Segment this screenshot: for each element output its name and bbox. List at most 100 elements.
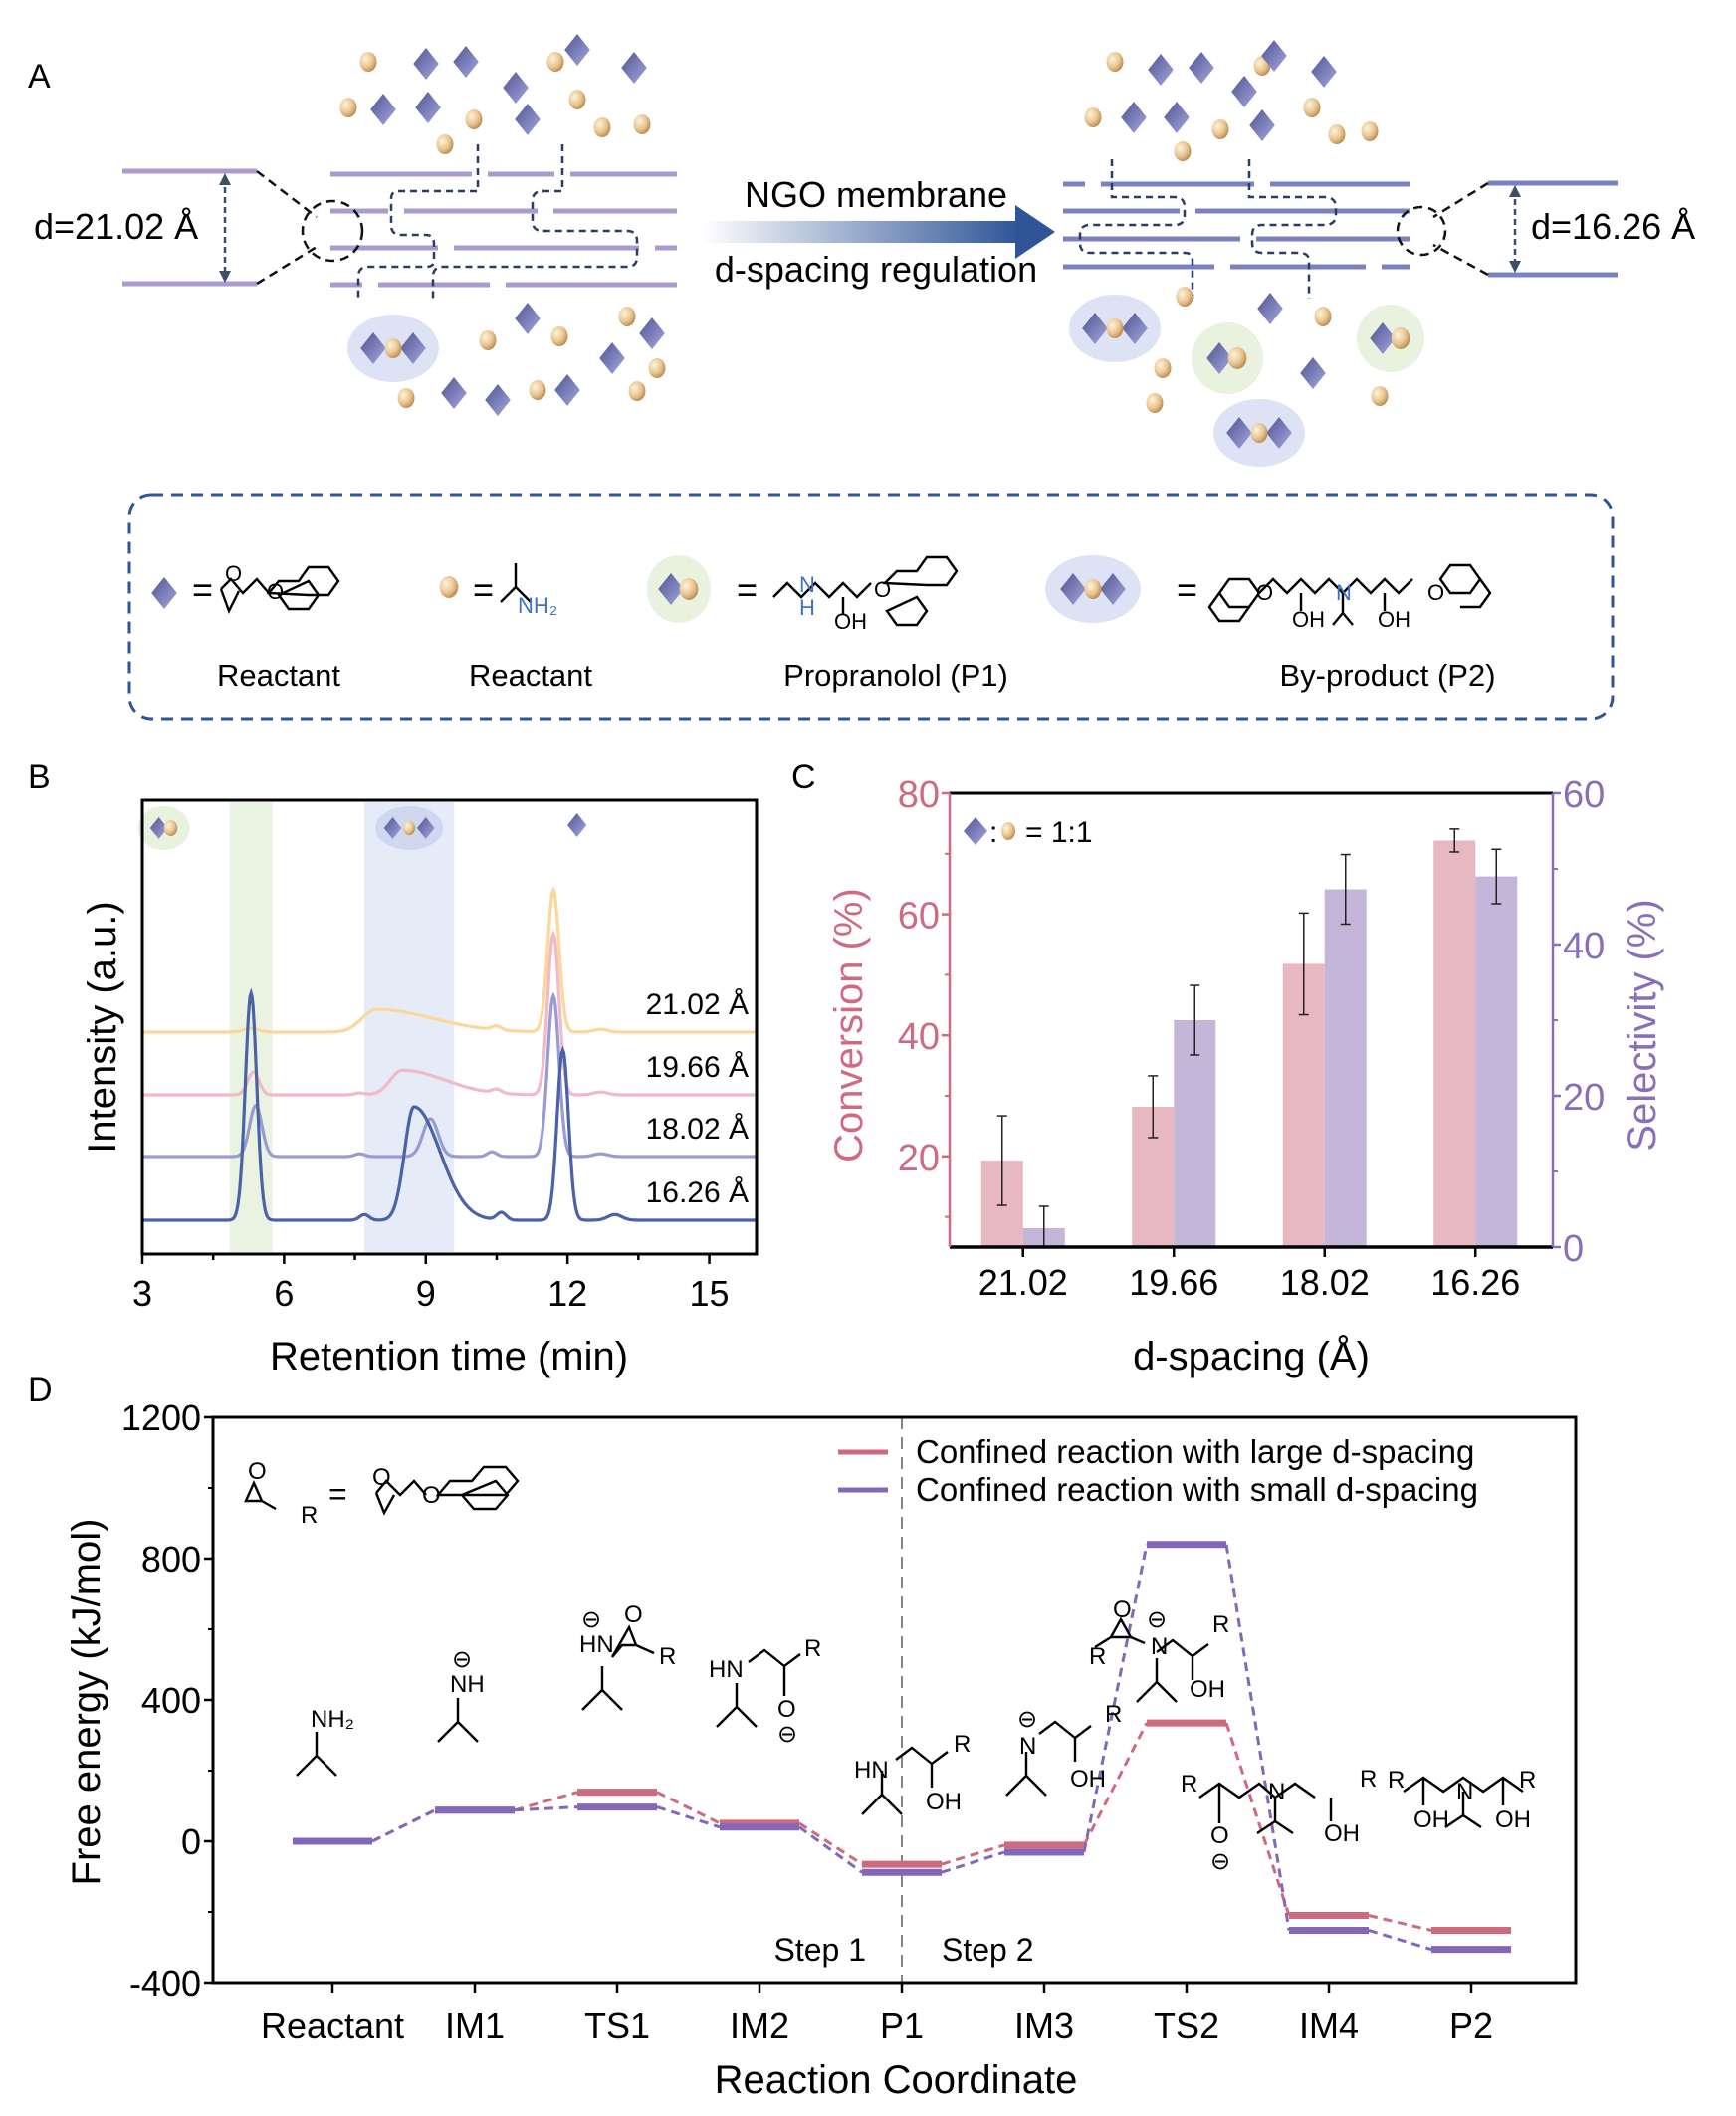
x-tick-label-d: TS2 <box>1154 2006 1219 2046</box>
skeletal-bond <box>861 1746 949 1815</box>
diamond-molecule-icon <box>1257 293 1283 324</box>
y-tick-label-selectivity: 40 <box>1563 926 1605 967</box>
atom-label: R <box>1181 1771 1197 1798</box>
sphere-molecule-icon <box>436 134 454 154</box>
trace-label: 16.26 Å <box>646 1176 749 1209</box>
svg-text:O: O <box>874 577 891 602</box>
skeletal-bond <box>1403 1776 1524 1828</box>
legend-equals-signs: = = = = <box>192 569 1197 610</box>
molecule-particles <box>339 34 1424 467</box>
membrane-large-spacing <box>330 144 677 299</box>
x-tick-label-d: P2 <box>1449 2006 1493 2046</box>
x-axis-ticks-b: 3 6 9 12 15 <box>132 1254 730 1314</box>
plot-frame-b <box>140 798 759 1256</box>
diamond-molecule-icon <box>1370 322 1396 354</box>
diamond-molecule-icon <box>1226 417 1252 449</box>
diamond-molecule-icon <box>441 377 467 409</box>
atom-label: N <box>1268 1779 1285 1805</box>
x-tick-label-d: P1 <box>880 2006 924 2046</box>
y-tick-label-conversion: 20 <box>898 1138 940 1179</box>
atom-label: HN <box>579 1631 614 1658</box>
sphere-molecule-icon <box>1176 287 1194 307</box>
sphere-molecule-icon <box>1371 386 1389 406</box>
atom-label: ⊖ <box>777 1721 797 1748</box>
atom-label: O <box>1113 1596 1132 1623</box>
p2-marker-sphere-icon <box>403 821 416 835</box>
energy-connectors <box>371 1544 1432 1952</box>
membrane-small-spacing <box>1063 159 1410 299</box>
atom-label: NH <box>450 1671 485 1698</box>
x-tick-label-c: 16.26 <box>1430 1262 1520 1303</box>
sphere-molecule-icon <box>465 109 483 129</box>
x-axis-title-d: Reaction Coordinate <box>715 2058 1078 2102</box>
svg-text:=: = <box>1177 569 1197 610</box>
svg-text:O: O <box>422 1482 441 1509</box>
chromatogram-trace-1626 <box>142 987 757 1222</box>
diamond-molecule-icon <box>1122 313 1148 344</box>
sphere-molecule-icon <box>550 326 568 346</box>
x-tick-label-b: 12 <box>547 1273 587 1314</box>
y-tick-label-d: 0 <box>181 1821 201 1862</box>
panel-d-energy-profile: D -400 0 400 800 1200 Reactant IM1 TS1 IM2 P1 IM3 T… <box>28 1372 1578 2102</box>
legend-symbols <box>151 555 1141 623</box>
skeletal-bond <box>1198 1782 1333 1834</box>
trace-label: 18.02 Å <box>646 1113 749 1146</box>
legend-structures <box>219 555 1492 627</box>
atom-label: R <box>804 1635 821 1662</box>
sphere-molecule-icon <box>633 114 651 134</box>
atom-label: O <box>1210 1822 1229 1849</box>
diamond-molecule-icon <box>415 92 441 123</box>
legend-label-reactant-1: Reactant <box>217 658 340 693</box>
step-2-label: Step 2 <box>942 1932 1034 1968</box>
atom-label: ⊖ <box>1147 1606 1167 1633</box>
energy-connector <box>371 1808 436 1843</box>
y-tick-label-selectivity: 60 <box>1563 774 1605 816</box>
svg-text:=: = <box>328 1476 347 1512</box>
svg-text:OH: OH <box>834 609 867 634</box>
y-axis-title-b: Intensity (a.u.) <box>81 901 124 1153</box>
svg-text:O: O <box>267 579 284 604</box>
atom-label: O <box>777 1696 796 1723</box>
diamond-molecule-icon <box>1266 417 1292 449</box>
legend-labels: Reactant Reactant Propranolol (P1) By-pr… <box>217 658 1496 693</box>
svg-text:O: O <box>372 1464 391 1491</box>
diamond-molecule-icon <box>1300 357 1326 389</box>
x-axis-title-c: d-spacing (Å) <box>1133 1334 1370 1378</box>
diamond-molecule-icon <box>621 52 647 84</box>
energy-connector <box>514 1805 578 1812</box>
legend-p1-diamond-icon <box>658 573 684 605</box>
sphere-molecule-icon <box>359 52 377 72</box>
y-axis-title-d: Free energy (kJ/mol) <box>65 1519 108 1886</box>
chromatogram-traces <box>142 886 757 1222</box>
energy-connector <box>1224 1544 1291 1931</box>
p1-marker-sphere-icon <box>163 820 178 836</box>
atom-label: R <box>954 1731 971 1758</box>
atom-label: N <box>1151 1633 1168 1660</box>
atom-label: HN <box>854 1757 889 1784</box>
legend-label-d: Confined reaction with small d-spacing <box>916 1471 1478 1508</box>
step-1-label: Step 1 <box>773 1932 866 1968</box>
energy-connector <box>798 1825 863 1874</box>
atom-label: OH <box>1413 1806 1449 1833</box>
atom-label: R <box>1388 1767 1405 1794</box>
x-axis-title-b: Retention time (min) <box>270 1335 628 1378</box>
energy-connector <box>514 1791 578 1812</box>
trace-label: 21.02 Å <box>646 988 749 1021</box>
legend-label-reactant-2: Reactant <box>469 658 592 693</box>
svg-text:=: = <box>192 569 213 610</box>
x-tick-label-b: 15 <box>690 1273 730 1314</box>
sphere-molecule-icon <box>1106 52 1124 72</box>
right-d-spacing-label: d=16.26 Å <box>1531 206 1695 247</box>
sphere-molecule-icon <box>1227 347 1247 369</box>
legend-reactant-sphere-icon <box>439 576 459 598</box>
svg-text:NH₂: NH₂ <box>518 593 557 618</box>
energy-connector <box>1082 1722 1149 1846</box>
bars <box>980 840 1518 1247</box>
skeletal-bond <box>716 1648 801 1728</box>
sphere-molecule-icon <box>384 338 402 358</box>
x-tick-label-d: IM2 <box>730 2006 789 2046</box>
diamond-molecule-icon <box>1164 102 1190 133</box>
panel-a: A d=21.02 Å d=16.26 Å <box>28 34 1695 721</box>
sphere-molecule-icon <box>339 98 357 117</box>
highlight-band-2 <box>364 802 455 1252</box>
